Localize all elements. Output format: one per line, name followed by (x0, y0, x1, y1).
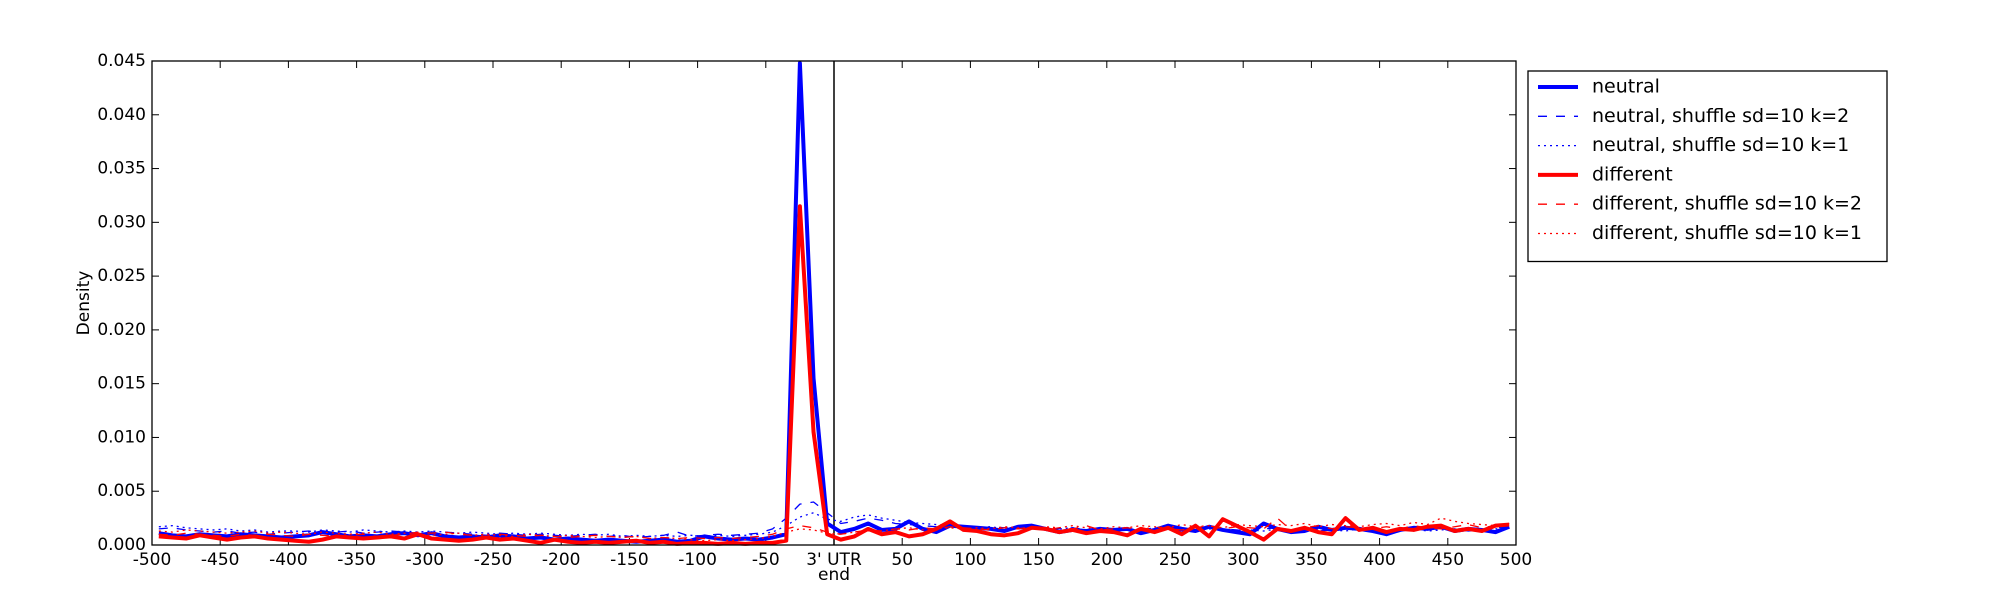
data-line (158, 517, 1510, 542)
x-tick-label: -300 (406, 550, 445, 570)
x-tick-label: 200 (1091, 550, 1123, 570)
y-tick-label: 0.000 (97, 535, 146, 555)
x-axis-label: end (818, 565, 850, 585)
x-tick-label: 50 (891, 550, 913, 570)
y-tick-label: 0.035 (97, 159, 146, 179)
legend: neutral neutral, shuffle sd=10 k=2 neutral… (1527, 70, 1888, 263)
y-tick-label: 0.025 (97, 266, 146, 286)
data-line (158, 517, 1510, 540)
y-tick-label: 0.020 (97, 320, 146, 340)
x-tick-label: -400 (269, 550, 308, 570)
x-tick-label: -450 (201, 550, 240, 570)
x-tick-label: 250 (1159, 550, 1191, 570)
x-tick-label: 300 (1227, 550, 1259, 570)
x-tick-label: -200 (542, 550, 581, 570)
y-tick-label: 0.030 (97, 212, 146, 232)
x-tick-label: -500 (133, 550, 172, 570)
y-tick-label: 0.015 (97, 374, 146, 394)
y-axis-label: Density (74, 271, 94, 336)
x-tick-label: -50 (752, 550, 780, 570)
x-tick-label: 450 (1432, 550, 1464, 570)
x-tick-label: -350 (337, 550, 376, 570)
y-tick-label: 0.045 (97, 51, 146, 71)
x-tick-label: -250 (474, 550, 513, 570)
legend-label: different, shuffle sd=10 k=1 (1592, 222, 1862, 244)
y-tick-label: 0.010 (97, 427, 146, 447)
x-tick-label: -100 (678, 550, 717, 570)
x-tick-label: -150 (610, 550, 649, 570)
x-tick-label: 3' UTR (806, 550, 862, 570)
data-line (158, 204, 1510, 546)
y-tick-label: 0.040 (97, 105, 146, 125)
data-line (158, 512, 1510, 538)
legend-frame (1527, 70, 1888, 263)
legend-label: neutral, shuffle sd=10 k=1 (1592, 134, 1849, 156)
legend-label: different (1592, 163, 1673, 185)
plot-frame (151, 60, 1517, 546)
legend-label: different, shuffle sd=10 k=2 (1592, 193, 1862, 215)
x-tick-label: 400 (1363, 550, 1395, 570)
y-tick-label: 0.005 (97, 481, 146, 501)
x-tick-label: 350 (1295, 550, 1327, 570)
legend-label: neutral, shuffle sd=10 k=2 (1592, 105, 1849, 127)
x-tick-label: 500 (1500, 550, 1532, 570)
x-tick-label: 150 (1022, 550, 1054, 570)
legend-label: neutral (1592, 76, 1660, 98)
x-tick-label: 100 (954, 550, 986, 570)
